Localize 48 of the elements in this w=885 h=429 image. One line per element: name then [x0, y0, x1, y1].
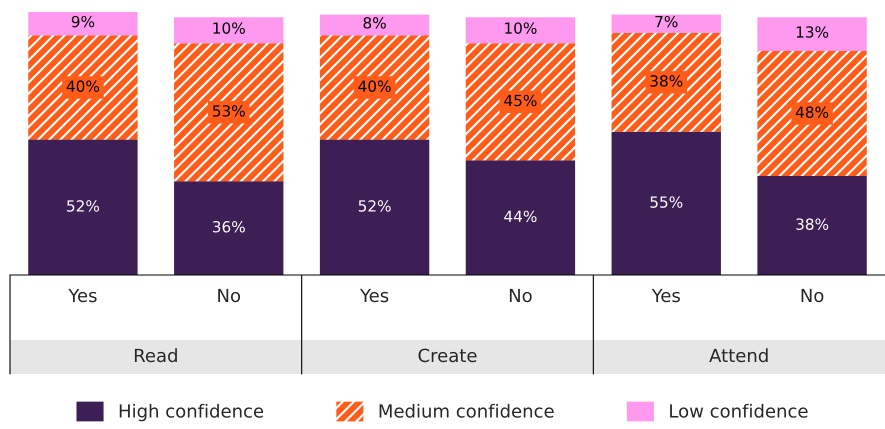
- bar: [174, 17, 284, 44]
- legend-label: Low confidence: [670, 404, 808, 418]
- data-label: 44%: [504, 210, 537, 222]
- x-tick-label: No: [802, 288, 824, 302]
- data-label: 53%: [212, 105, 245, 117]
- bar: [466, 17, 576, 44]
- bar: [757, 51, 867, 176]
- data-label: 9%: [72, 16, 94, 28]
- bar: [466, 43, 576, 160]
- data-label: 38%: [796, 218, 828, 230]
- data-label: 10%: [213, 22, 245, 34]
- bar: [757, 17, 867, 52]
- text: Attend: [709, 348, 768, 362]
- x-tick-label: Yes: [360, 288, 388, 302]
- bar: [28, 12, 138, 36]
- data-label: 45%: [504, 94, 537, 106]
- data-label: 52%: [67, 200, 100, 212]
- bar: [612, 132, 721, 275]
- bar: [757, 176, 867, 275]
- x-tick-label: Yes: [652, 288, 680, 302]
- bar: [320, 14, 430, 36]
- legend-label: Medium confidence: [380, 404, 554, 418]
- bar: [28, 35, 138, 140]
- legend-label: High confidence: [120, 404, 264, 422]
- x-tick-label: Yes: [68, 288, 97, 302]
- data-label: 40%: [66, 80, 100, 92]
- data-label: 40%: [358, 80, 391, 92]
- text: Read: [134, 348, 177, 362]
- data-label: 38%: [650, 75, 682, 87]
- data-label: 36%: [212, 221, 245, 233]
- bar: [28, 140, 138, 275]
- x-tick-label: No: [218, 288, 240, 302]
- data-label: 52%: [358, 200, 391, 212]
- data-label: 7%: [655, 16, 678, 28]
- bar: [612, 14, 721, 33]
- bar: [320, 35, 430, 140]
- bar: [174, 181, 284, 275]
- bar: [174, 43, 284, 182]
- bar: [612, 32, 721, 132]
- data-label: 55%: [650, 196, 682, 208]
- data-label: 48%: [796, 106, 828, 118]
- bar: [320, 140, 430, 275]
- data-label: 8%: [364, 17, 386, 29]
- x-tick-label: No: [510, 288, 532, 302]
- bar: [466, 160, 576, 275]
- text: Create: [418, 348, 477, 362]
- data-label: 10%: [505, 22, 537, 34]
- data-label: 13%: [796, 26, 828, 38]
